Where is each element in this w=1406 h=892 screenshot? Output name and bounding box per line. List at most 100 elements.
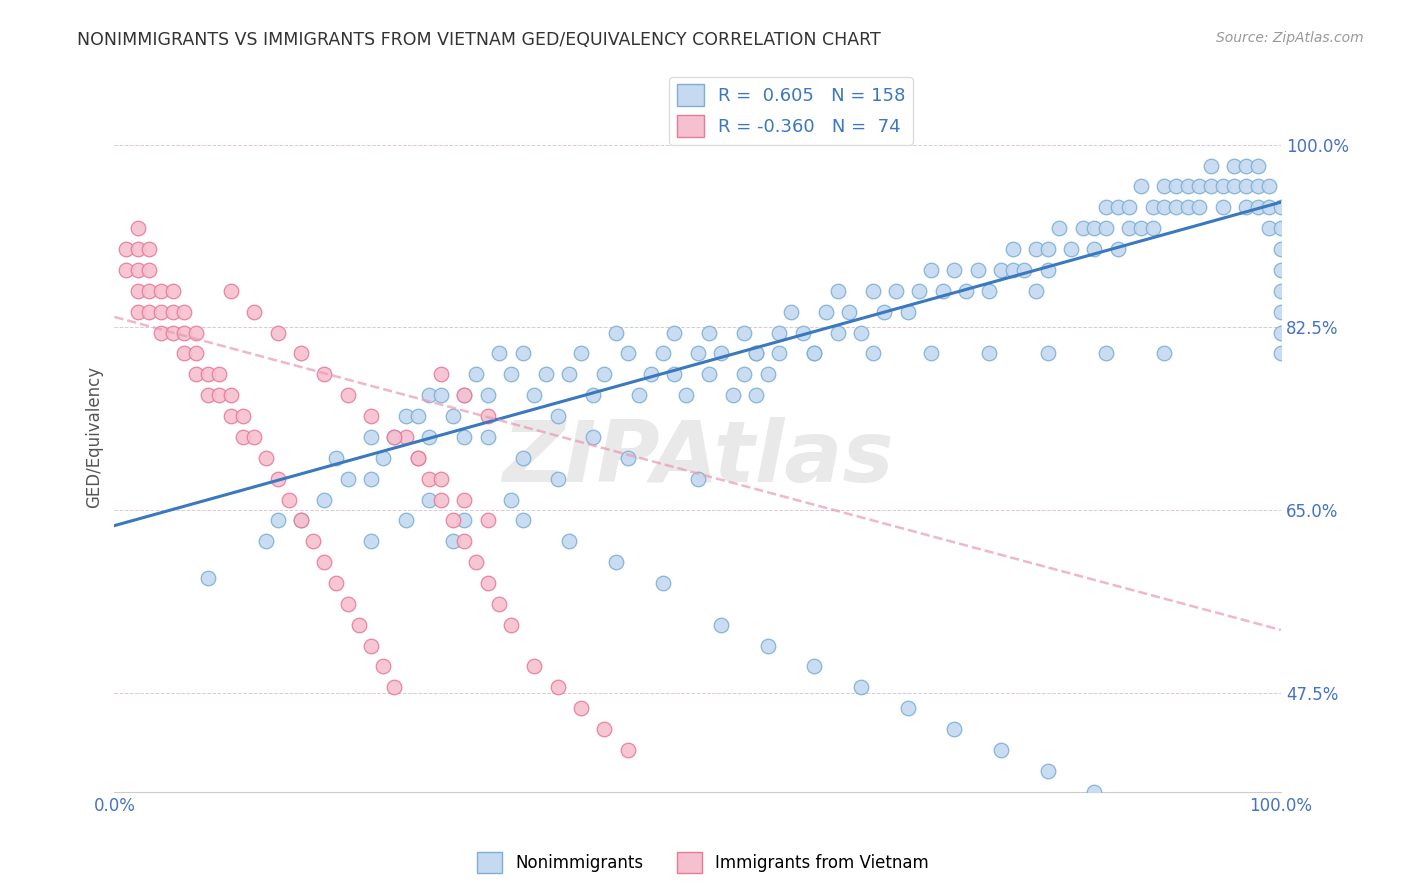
- Point: [1083, 242, 1105, 256]
- Point: [301, 534, 323, 549]
- Point: [162, 284, 184, 298]
- Point: [1246, 159, 1268, 173]
- Point: [336, 472, 359, 486]
- Point: [814, 304, 837, 318]
- Point: [931, 284, 953, 298]
- Point: [710, 346, 733, 360]
- Point: [150, 304, 173, 318]
- Point: [616, 743, 638, 757]
- Point: [768, 346, 790, 360]
- Point: [418, 430, 440, 444]
- Point: [699, 326, 721, 340]
- Point: [582, 430, 605, 444]
- Point: [920, 346, 942, 360]
- Point: [232, 409, 254, 423]
- Point: [138, 284, 160, 298]
- Point: [616, 450, 638, 465]
- Point: [803, 346, 825, 360]
- Text: ZIPAtlas: ZIPAtlas: [502, 417, 893, 500]
- Point: [453, 534, 475, 549]
- Point: [453, 492, 475, 507]
- Point: [290, 513, 312, 527]
- Point: [1060, 242, 1083, 256]
- Point: [628, 388, 651, 402]
- Point: [1234, 200, 1257, 214]
- Point: [756, 368, 779, 382]
- Point: [115, 263, 138, 277]
- Point: [1270, 346, 1292, 360]
- Point: [582, 388, 605, 402]
- Point: [418, 472, 440, 486]
- Point: [651, 346, 673, 360]
- Point: [966, 263, 988, 277]
- Point: [395, 513, 418, 527]
- Point: [616, 346, 638, 360]
- Point: [1223, 159, 1246, 173]
- Point: [150, 326, 173, 340]
- Point: [523, 388, 546, 402]
- Point: [1095, 200, 1118, 214]
- Point: [290, 513, 312, 527]
- Point: [897, 701, 920, 715]
- Point: [534, 368, 557, 382]
- Point: [441, 409, 464, 423]
- Point: [1047, 221, 1070, 235]
- Point: [395, 409, 418, 423]
- Point: [862, 284, 884, 298]
- Y-axis label: GED/Equivalency: GED/Equivalency: [86, 366, 103, 508]
- Point: [1188, 200, 1211, 214]
- Point: [430, 492, 453, 507]
- Point: [138, 242, 160, 256]
- Point: [360, 472, 382, 486]
- Point: [547, 409, 569, 423]
- Point: [512, 346, 534, 360]
- Point: [219, 284, 242, 298]
- Point: [1001, 242, 1024, 256]
- Point: [406, 450, 429, 465]
- Point: [465, 555, 488, 569]
- Point: [803, 346, 825, 360]
- Point: [1118, 221, 1140, 235]
- Point: [1083, 221, 1105, 235]
- Point: [1036, 263, 1059, 277]
- Point: [1270, 263, 1292, 277]
- Point: [1153, 179, 1175, 194]
- Point: [1095, 346, 1118, 360]
- Point: [254, 450, 277, 465]
- Point: [1188, 179, 1211, 194]
- Point: [243, 304, 266, 318]
- Point: [1025, 242, 1047, 256]
- Point: [1212, 179, 1234, 194]
- Point: [1270, 326, 1292, 340]
- Point: [1258, 179, 1281, 194]
- Point: [127, 263, 149, 277]
- Point: [780, 304, 803, 318]
- Point: [569, 346, 592, 360]
- Point: [1164, 179, 1187, 194]
- Point: [197, 388, 219, 402]
- Point: [314, 368, 336, 382]
- Point: [745, 388, 768, 402]
- Point: [990, 263, 1012, 277]
- Point: [395, 430, 418, 444]
- Point: [477, 513, 499, 527]
- Point: [127, 221, 149, 235]
- Point: [184, 368, 207, 382]
- Point: [651, 576, 673, 591]
- Point: [827, 284, 849, 298]
- Point: [1130, 221, 1153, 235]
- Point: [862, 346, 884, 360]
- Point: [1142, 221, 1164, 235]
- Point: [477, 430, 499, 444]
- Point: [733, 368, 755, 382]
- Point: [477, 576, 499, 591]
- Point: [1083, 785, 1105, 799]
- Point: [208, 368, 231, 382]
- Point: [267, 472, 290, 486]
- Point: [499, 368, 522, 382]
- Text: NONIMMIGRANTS VS IMMIGRANTS FROM VIETNAM GED/EQUIVALENCY CORRELATION CHART: NONIMMIGRANTS VS IMMIGRANTS FROM VIETNAM…: [77, 31, 882, 49]
- Point: [1153, 200, 1175, 214]
- Point: [943, 722, 966, 736]
- Point: [360, 534, 382, 549]
- Point: [768, 326, 790, 340]
